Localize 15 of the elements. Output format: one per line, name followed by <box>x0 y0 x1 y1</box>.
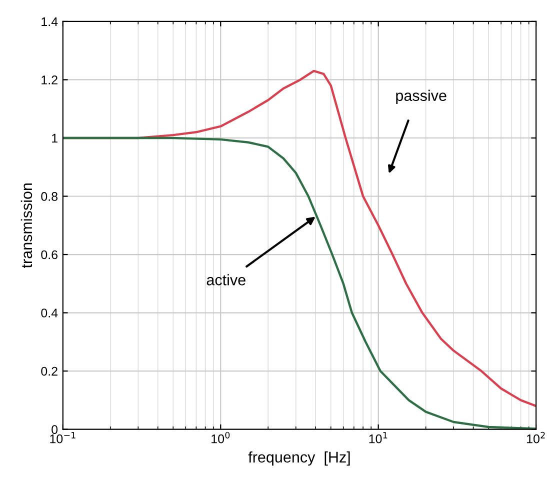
y-tick-label: 0.4 <box>41 308 58 318</box>
x-tick-label: 10$^{2}$ <box>527 432 545 444</box>
x-tick-label: 10$^{0}$ <box>212 432 230 444</box>
y-tick-label: 1.4 <box>42 17 58 26</box>
y-tick-label: 1 <box>52 134 58 143</box>
y-tick-label: 1.2 <box>42 76 58 84</box>
y-axis-title: transmission <box>20 183 32 268</box>
x-axis-title: frequency [Hz] <box>248 451 350 466</box>
y-tick-label: 0 <box>52 425 58 434</box>
y-tick-label: 0.8 <box>41 192 58 201</box>
annotation: active <box>206 274 246 286</box>
annotation: passive <box>396 90 446 104</box>
y-tick-label: 0.6 <box>41 250 58 260</box>
y-tick-label: 0.2 <box>41 366 58 376</box>
x-tick-label: 10$^{1}$ <box>369 432 388 444</box>
